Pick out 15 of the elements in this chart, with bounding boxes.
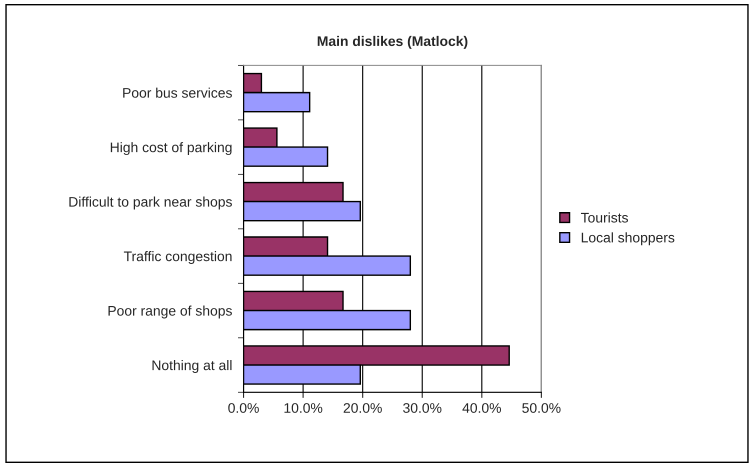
y-tick-label: Poor range of shops: [108, 306, 232, 318]
x-tick-label: 30.0%: [403, 403, 442, 413]
y-tick-label: Traffic congestion: [124, 251, 232, 264]
y-tick-label: Difficult to park near shops: [69, 196, 232, 210]
chart-title: Main dislikes (Matlock): [318, 36, 468, 49]
y-tick-label: Poor bus services: [123, 88, 232, 98]
x-tick-label: 10.0%: [284, 403, 322, 413]
legend-label: Tourists: [580, 212, 628, 223]
x-tick-label: 20.0%: [344, 403, 382, 413]
x-tick-label: 40.0%: [462, 403, 502, 413]
legend-label: Local shoppers: [582, 232, 674, 246]
y-tick-label: Nothing at all: [152, 360, 232, 373]
x-tick-label: 50.0%: [522, 403, 561, 413]
y-tick-label: High cost of parking: [110, 142, 232, 156]
x-tick-label: 0.0%: [228, 403, 259, 413]
